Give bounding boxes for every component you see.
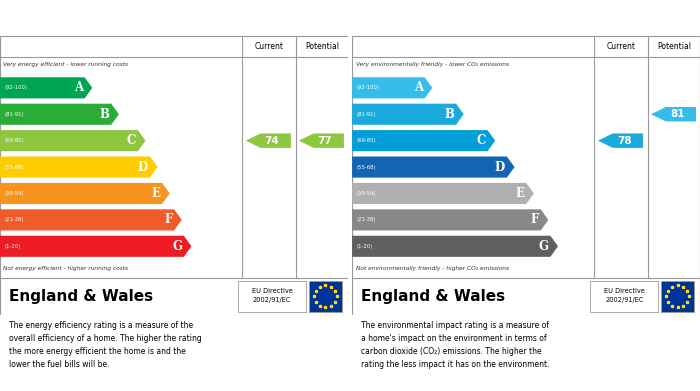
Text: EU Directive
2002/91/EC: EU Directive 2002/91/EC [252,288,293,303]
Text: F: F [164,213,172,226]
Text: (55-68): (55-68) [356,165,376,170]
Text: (39-54): (39-54) [356,191,376,196]
Polygon shape [598,133,643,148]
Polygon shape [0,130,146,151]
Polygon shape [352,104,463,125]
Text: (21-38): (21-38) [356,217,376,222]
Text: A: A [414,81,423,94]
Text: Current: Current [254,42,284,51]
Polygon shape [352,183,534,204]
Polygon shape [352,156,514,178]
Text: C: C [127,134,136,147]
Polygon shape [246,133,291,148]
Text: (92-100): (92-100) [4,85,27,90]
Text: Very energy efficient - lower running costs: Very energy efficient - lower running co… [4,62,129,66]
Text: (55-68): (55-68) [4,165,24,170]
Text: B: B [99,108,109,121]
Bar [661,281,694,312]
Text: C: C [477,134,486,147]
Text: (21-38): (21-38) [4,217,24,222]
Text: Very environmentally friendly - lower CO₂ emissions: Very environmentally friendly - lower CO… [356,62,509,66]
Bar [238,281,306,312]
Polygon shape [0,209,182,230]
Text: Not environmentally friendly - higher CO₂ emissions: Not environmentally friendly - higher CO… [356,266,509,271]
Text: (81-91): (81-91) [356,112,376,117]
Text: EU Directive
2002/91/EC: EU Directive 2002/91/EC [604,288,645,303]
Text: E: E [515,187,524,200]
Text: Current: Current [606,42,636,51]
Text: Environmental Impact (CO₂) Rating: Environmental Impact (CO₂) Rating [360,11,593,25]
Text: England & Wales: England & Wales [360,289,505,304]
Text: (69-80): (69-80) [4,138,24,143]
Text: Not energy efficient - higher running costs: Not energy efficient - higher running co… [4,266,129,271]
Polygon shape [0,156,158,178]
Polygon shape [0,236,191,257]
Text: 77: 77 [318,136,332,146]
Text: B: B [444,108,454,121]
Text: (1-20): (1-20) [356,244,372,249]
Text: Potential: Potential [657,42,691,51]
Text: G: G [172,240,182,253]
Text: (1-20): (1-20) [4,244,20,249]
Polygon shape [352,236,558,257]
Text: D: D [138,161,148,174]
Text: England & Wales: England & Wales [8,289,153,304]
Text: E: E [151,187,160,200]
Text: 74: 74 [265,136,279,146]
Polygon shape [352,77,433,99]
Text: (81-91): (81-91) [4,112,24,117]
Polygon shape [0,183,169,204]
Bar [590,281,658,312]
Polygon shape [0,104,119,125]
Text: A: A [74,81,83,94]
Text: (92-100): (92-100) [356,85,379,90]
Text: G: G [538,240,549,253]
Text: 81: 81 [670,109,685,119]
Text: D: D [495,161,505,174]
Text: F: F [531,213,539,226]
Polygon shape [299,133,344,148]
Text: Potential: Potential [304,42,339,51]
Text: The energy efficiency rating is a measure of the
overall efficiency of a home. T: The energy efficiency rating is a measur… [8,321,202,369]
Polygon shape [0,77,92,99]
Text: Energy Efficiency Rating: Energy Efficiency Rating [8,11,172,25]
Polygon shape [352,209,548,230]
Text: (69-80): (69-80) [356,138,376,143]
Polygon shape [651,107,696,122]
Bar [309,281,342,312]
Polygon shape [352,130,495,151]
Text: (39-54): (39-54) [4,191,24,196]
Text: 78: 78 [617,136,631,146]
Text: The environmental impact rating is a measure of
a home's impact on the environme: The environmental impact rating is a mea… [360,321,550,369]
